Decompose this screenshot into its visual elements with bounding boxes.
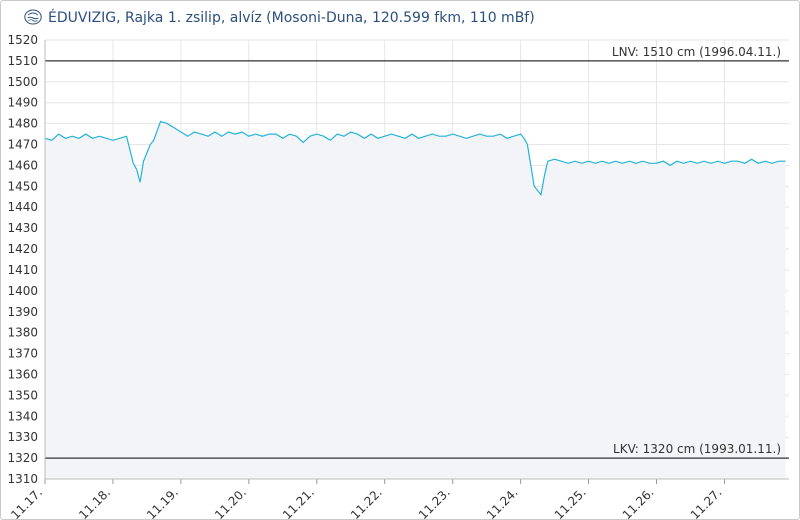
series-area-fill bbox=[45, 121, 786, 479]
x-tick-label: 11.24. bbox=[484, 485, 521, 520]
x-tick-label: 11.25. bbox=[552, 485, 589, 520]
title-bar: ÉDUVIZIG, Rajka 1. zsilip, alvíz (Mosoni… bbox=[0, 0, 800, 34]
y-axis: 1310 1320 1330 1340 1350 1360 1370 1380 1390 1400… bbox=[7, 33, 46, 486]
reference-lines: LNV: 1510 cm (1996.04.11.) LKV: 1320 cm (… bbox=[45, 45, 789, 459]
series-line bbox=[44, 120, 786, 197]
x-axis: 11.17. 11.18. 11.19. 11.20. 11.21. 11.22. 11.2… bbox=[8, 478, 789, 520]
y-tick-label: 1400 bbox=[7, 284, 38, 298]
y-tick-label: 1380 bbox=[7, 326, 38, 340]
x-tick-label: 11.17. bbox=[8, 485, 45, 520]
y-tick-label: 1480 bbox=[7, 117, 38, 131]
y-tick-label: 1340 bbox=[7, 409, 38, 423]
x-tick-label: 11.23. bbox=[416, 485, 453, 520]
y-tick-label: 1500 bbox=[7, 75, 38, 89]
y-tick-label: 1470 bbox=[7, 138, 38, 152]
reference-line-label: LKV: 1320 cm (1993.01.11.) bbox=[613, 442, 781, 456]
x-tick-label: 11.21. bbox=[280, 485, 317, 520]
y-tick-label: 1320 bbox=[7, 451, 38, 465]
y-tick-label: 1310 bbox=[7, 472, 38, 486]
x-tick-label: 11.27. bbox=[688, 485, 725, 520]
reference-line-label: LNV: 1510 cm (1996.04.11.) bbox=[612, 45, 781, 59]
y-tick-label: 1330 bbox=[7, 430, 38, 444]
y-tick-label: 1370 bbox=[7, 347, 38, 361]
x-tick-label: 11.26. bbox=[620, 485, 657, 520]
y-tick-label: 1430 bbox=[7, 221, 38, 235]
eduvizig-logo-icon bbox=[24, 9, 42, 25]
y-tick-label: 1440 bbox=[7, 200, 38, 214]
y-tick-label: 1450 bbox=[7, 179, 38, 193]
x-tick-label: 11.18. bbox=[76, 485, 113, 520]
y-tick-label: 1410 bbox=[7, 263, 38, 277]
y-tick-label: 1390 bbox=[7, 305, 38, 319]
y-tick-label: 1360 bbox=[7, 367, 38, 381]
y-tick-label: 1460 bbox=[7, 158, 38, 172]
y-tick-label: 1420 bbox=[7, 242, 38, 256]
y-tick-label: 1350 bbox=[7, 388, 38, 402]
x-tick-label: 11.20. bbox=[212, 485, 249, 520]
x-tick-label: 11.19. bbox=[144, 485, 181, 520]
y-tick-label: 1520 bbox=[7, 33, 38, 47]
chart-title: ÉDUVIZIG, Rajka 1. zsilip, alvíz (Mosoni… bbox=[48, 10, 535, 26]
y-tick-label: 1510 bbox=[7, 54, 38, 68]
y-tick-label: 1490 bbox=[7, 96, 38, 110]
x-tick-label: 11.22. bbox=[348, 485, 385, 520]
